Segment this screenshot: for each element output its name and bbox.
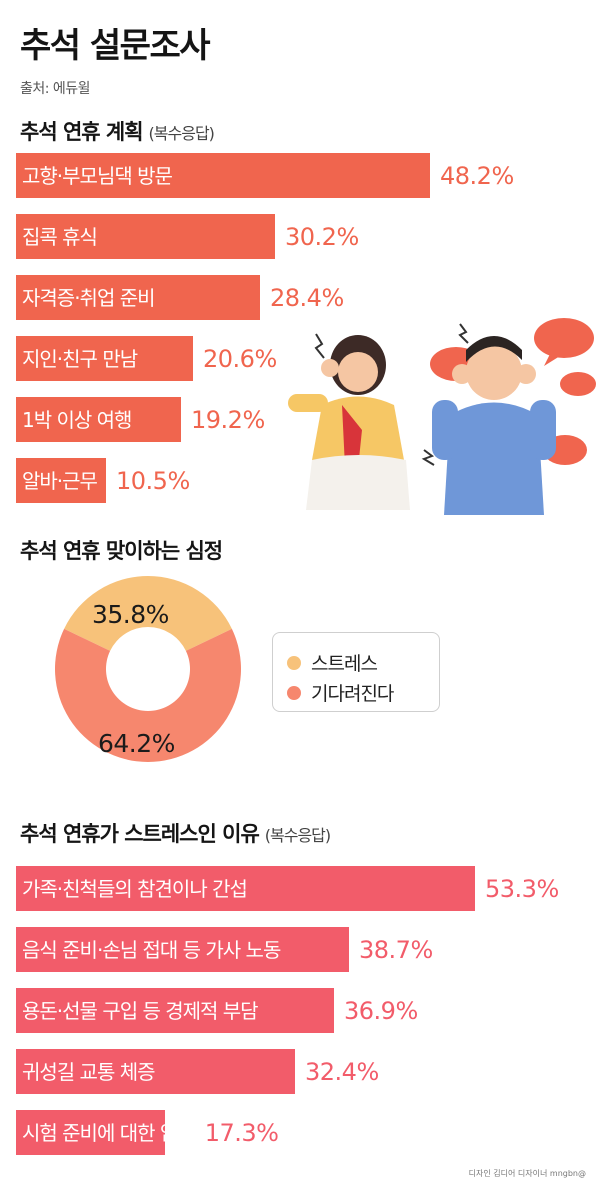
- plans-bar-label-4: 1박 이상 여행: [22, 407, 132, 432]
- donut-slice-0: [64, 576, 232, 651]
- plans-bar-value-1: 30.2%: [285, 222, 359, 251]
- plans-bar-2: [16, 275, 260, 320]
- stressed-people-illustration: [288, 318, 596, 515]
- reasons-bar-2: [16, 988, 334, 1033]
- reasons-bar-value-2: 36.9%: [344, 996, 418, 1025]
- reasons-bar-value-1: 38.7%: [359, 935, 433, 964]
- reasons-bar-value-4: 17.3%: [204, 1118, 279, 1147]
- legend-item-expect: 기다려진다: [287, 679, 394, 706]
- mood-title: 추석 연휴 맞이하는 심정: [20, 539, 223, 563]
- donut-value-stress: 35.8%: [92, 600, 169, 629]
- legend-dot-stress: [287, 655, 301, 670]
- legend-label-expect: 기다려진다: [311, 683, 394, 705]
- reasons-bar-label-3: 귀성길 교통 체증: [22, 1059, 156, 1084]
- reasons-bar-3: [16, 1049, 295, 1094]
- plans-section-title: 추석 연휴 계획 (복수응답): [20, 116, 215, 146]
- page-title: 추석 설문조사: [20, 26, 211, 66]
- mood-donut-chart: [54, 576, 242, 762]
- plans-bar-4: [16, 397, 181, 442]
- plans-bar-3: [16, 336, 193, 381]
- plans-bar-value-0: 48.2%: [440, 161, 514, 190]
- source-text: 출처: 에듀윌: [20, 81, 91, 97]
- plans-bar-1: [16, 214, 275, 259]
- legend-dot-expect: [287, 685, 301, 700]
- plans-bar-value-3: 20.6%: [203, 344, 277, 373]
- plans-title: 추석 연휴 계획: [20, 120, 144, 144]
- reasons-bar-value-0: 53.3%: [485, 874, 559, 903]
- donut-legend: 스트레스 기다려진다: [272, 632, 440, 712]
- designer-credit: 디자인 김디어 디자이너 mngbn@: [468, 1169, 586, 1178]
- donut-value-expect: 64.2%: [98, 729, 175, 758]
- plans-bar-value-2: 28.4%: [270, 283, 344, 312]
- plans-bar-5: [16, 458, 106, 503]
- plans-bar-label-2: 자격증·취업 준비: [22, 285, 156, 310]
- reasons-bar-label-0: 가족·친척들의 참견이나 간섭: [22, 876, 248, 901]
- plans-bar-label-1: 집콕 휴식: [22, 224, 98, 249]
- plans-bar-value-4: 19.2%: [191, 405, 265, 434]
- reasons-bar-label-1: 음식 준비·손님 접대 등 가사 노동: [22, 937, 281, 962]
- plans-bar-label-3: 지인·친구 만남: [22, 346, 138, 371]
- plans-bar-label-5: 알바·근무: [22, 468, 98, 493]
- reasons-bar-value-3: 32.4%: [305, 1057, 379, 1086]
- plans-note: (복수응답): [148, 124, 215, 143]
- legend-item-stress: 스트레스: [287, 649, 378, 676]
- plans-bar-label-0: 고향·부모님댁 방문: [22, 163, 173, 188]
- reasons-bar-1: [16, 927, 349, 972]
- plans-bar-value-5: 10.5%: [116, 466, 190, 495]
- reasons-section-title: 추석 연휴가 스트레스인 이유 (복수응답): [20, 818, 331, 848]
- reasons-bar-label-2: 용돈·선물 구입 등 경제적 부담: [22, 998, 259, 1023]
- reasons-title: 추석 연휴가 스트레스인 이유: [20, 822, 260, 846]
- legend-label-stress: 스트레스: [311, 653, 378, 675]
- reasons-bar-0: [16, 866, 475, 911]
- plans-bar-0: [16, 153, 430, 198]
- donut-slice-1: [54, 628, 242, 762]
- reasons-bar-label-4: 시험 준비에 대한 압박: [22, 1120, 196, 1145]
- mood-section-title: 추석 연휴 맞이하는 심정: [20, 535, 223, 565]
- reasons-note: (복수응답): [264, 826, 331, 845]
- reasons-bar-4: [16, 1110, 165, 1155]
